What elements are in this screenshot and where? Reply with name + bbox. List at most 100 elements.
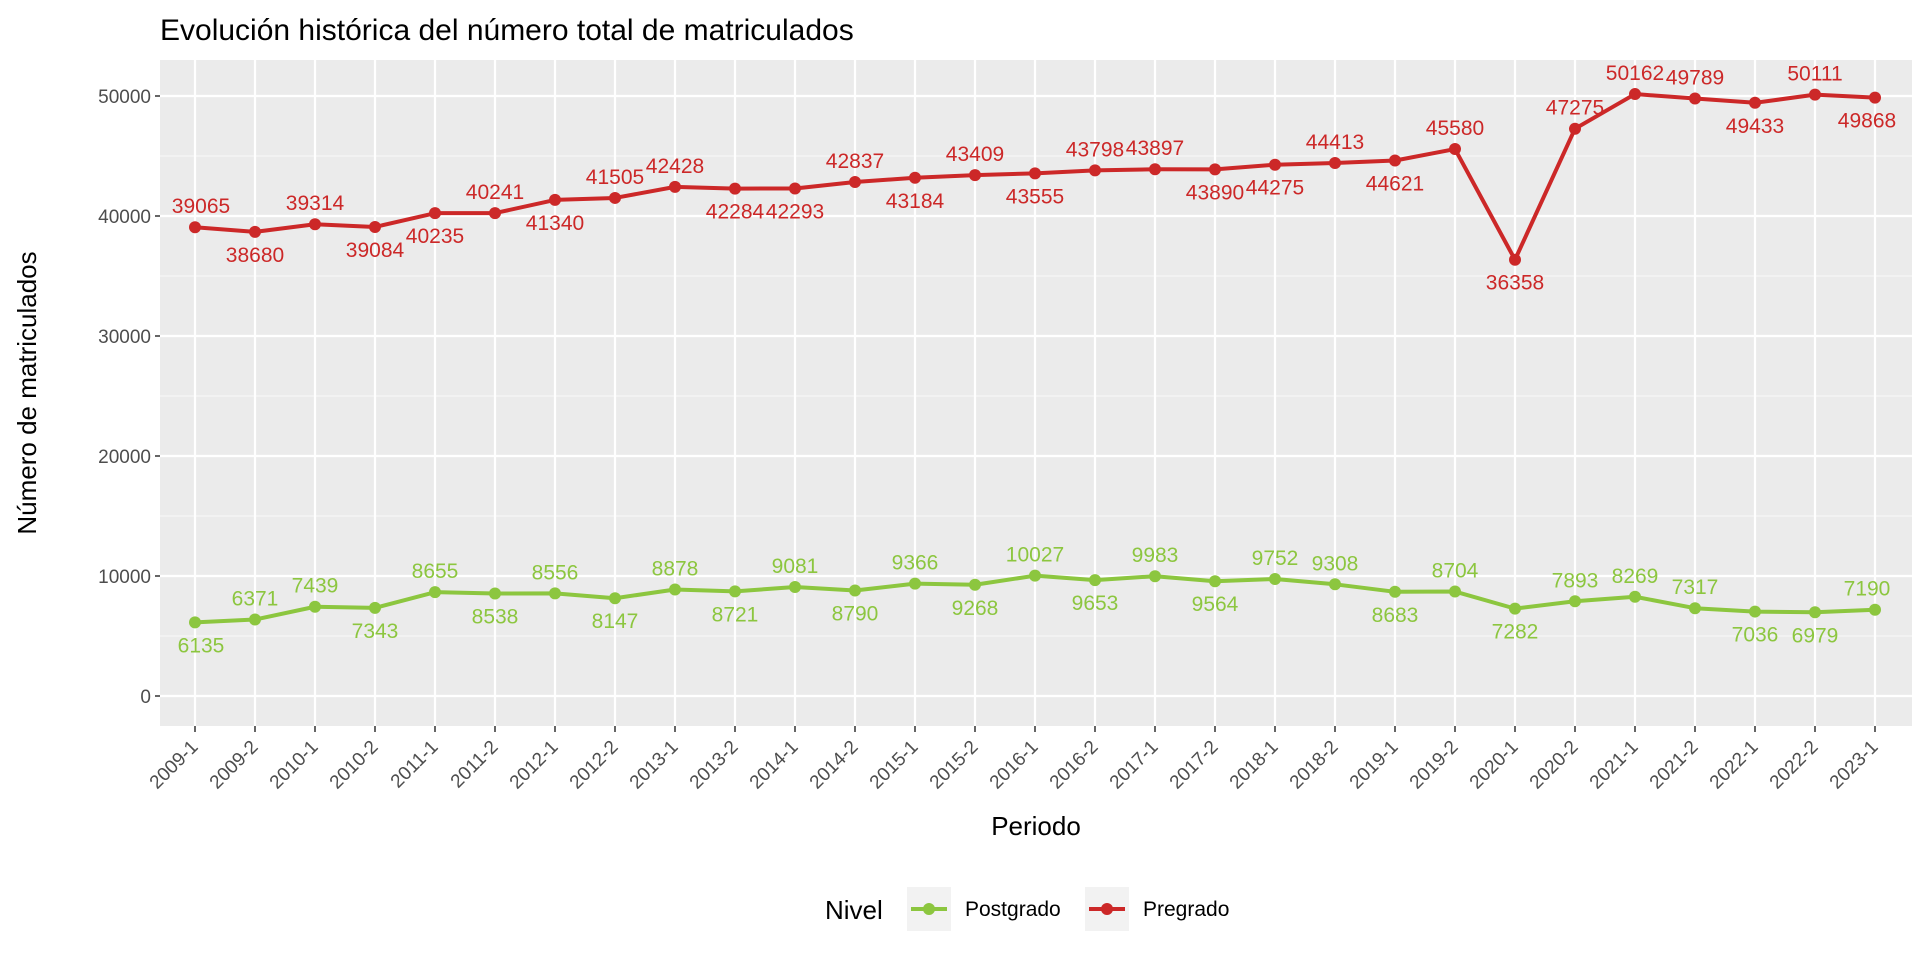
data-label-postgrado: 7439 (292, 575, 339, 598)
data-label-pregrado: 43409 (946, 143, 1004, 166)
y-tick-label: 50000 (98, 87, 151, 108)
data-label-pregrado: 36358 (1486, 272, 1544, 295)
x-tick-label: 2014-2 (806, 737, 863, 794)
data-label-pregrado: 43897 (1126, 137, 1184, 160)
data-point-postgrado (1569, 595, 1581, 608)
legend-title: Nivel (825, 895, 883, 925)
data-label-pregrado: 44413 (1306, 131, 1364, 154)
data-point-postgrado (789, 581, 801, 594)
data-point-postgrado (1809, 606, 1821, 619)
data-point-postgrado (429, 586, 441, 599)
data-label-postgrado: 9564 (1192, 593, 1239, 616)
data-label-postgrado: 8704 (1432, 560, 1479, 583)
data-point-postgrado (1029, 569, 1041, 582)
data-point-pregrado (969, 169, 981, 182)
x-tick-label: 2022-1 (1706, 737, 1763, 794)
data-point-pregrado (729, 182, 741, 195)
x-tick-label: 2013-1 (626, 737, 683, 794)
data-label-postgrado: 7036 (1732, 624, 1779, 647)
data-label-postgrado: 8683 (1372, 604, 1419, 627)
data-label-postgrado: 8556 (532, 561, 579, 584)
data-point-postgrado (1089, 574, 1101, 587)
data-label-postgrado: 8878 (652, 557, 699, 580)
x-tick-label: 2021-1 (1586, 737, 1643, 794)
data-point-pregrado (429, 207, 441, 220)
data-point-pregrado (1449, 143, 1461, 156)
data-point-postgrado (849, 584, 861, 597)
data-label-pregrado: 39065 (172, 195, 230, 218)
y-axis-title: Número de matriculados (12, 251, 42, 534)
y-tick-label: 40000 (98, 207, 151, 228)
data-point-pregrado (369, 220, 381, 233)
x-tick-label: 2010-1 (266, 737, 323, 794)
data-point-pregrado (309, 218, 321, 231)
x-axis: 2009-1 2009-2 2010-1 2010-2 2011-1 2011-2 2012… (146, 726, 1883, 793)
x-tick-label: 2011-1 (387, 737, 443, 793)
data-point-postgrado (369, 601, 381, 614)
x-tick-label: 2013-2 (686, 737, 743, 794)
data-label-postgrado: 7282 (1492, 621, 1539, 644)
data-labels: 6135 6371 7439 7343 8655 8538 8556 8147 8878 8721… (172, 62, 1896, 657)
data-label-postgrado: 8147 (592, 610, 639, 633)
data-label-postgrado: 8655 (412, 560, 459, 583)
data-point-pregrado (609, 191, 621, 204)
data-label-postgrado: 7317 (1672, 576, 1719, 599)
y-tick-label: 20000 (98, 447, 151, 468)
data-label-postgrado: 6371 (232, 588, 279, 611)
data-point-pregrado (669, 180, 681, 193)
data-label-postgrado: 7190 (1844, 578, 1891, 601)
data-label-postgrado: 6979 (1792, 624, 1839, 647)
data-label-postgrado: 9081 (772, 555, 819, 578)
data-point-postgrado (1149, 570, 1161, 583)
series-lines (189, 88, 1881, 629)
data-label-postgrado: 6135 (178, 634, 225, 657)
x-tick-label: 2021-2 (1646, 737, 1703, 794)
data-label-pregrado: 50162 (1606, 62, 1664, 85)
data-point-postgrado (189, 616, 201, 629)
data-label-postgrado: 8269 (1612, 565, 1659, 588)
data-label-postgrado: 8538 (472, 606, 519, 629)
data-label-postgrado: 7343 (352, 620, 399, 643)
data-point-postgrado (1449, 585, 1461, 598)
data-label-pregrado: 50111 (1787, 63, 1842, 86)
data-point-pregrado (1509, 253, 1521, 266)
data-point-postgrado (1269, 572, 1281, 585)
data-label-postgrado: 9752 (1252, 547, 1299, 570)
data-label-pregrado: 42428 (646, 155, 704, 178)
data-point-postgrado (969, 578, 981, 591)
y-tick-label: 10000 (98, 567, 151, 588)
data-label-postgrado: 8790 (832, 603, 879, 626)
data-label-pregrado: 43184 (886, 190, 945, 213)
data-point-pregrado (1749, 96, 1761, 109)
data-point-postgrado (549, 587, 561, 600)
data-point-postgrado (909, 577, 921, 590)
x-tick-label: 2023-1 (1826, 737, 1883, 794)
data-point-pregrado (1029, 167, 1041, 180)
grid-lines (160, 60, 1912, 726)
data-label-postgrado: 9653 (1072, 592, 1119, 615)
x-tick-label: 2018-2 (1286, 737, 1343, 794)
data-label-pregrado: 44275 (1246, 177, 1304, 200)
x-tick-label: 2018-1 (1226, 737, 1283, 794)
data-label-pregrado: 41505 (586, 166, 644, 189)
data-point-postgrado (609, 592, 621, 605)
y-axis: 0 10000 20000 30000 40000 50000 (98, 87, 160, 708)
data-point-pregrado (549, 193, 561, 206)
legend-point-postgrado (923, 903, 935, 915)
data-point-pregrado (1269, 158, 1281, 171)
data-label-pregrado: 47275 (1546, 97, 1604, 120)
data-label-pregrado: 39084 (346, 239, 405, 262)
x-tick-label: 2009-1 (146, 737, 203, 794)
data-label-pregrado: 40235 (406, 225, 464, 248)
data-label-postgrado: 9308 (1312, 552, 1359, 575)
x-tick-label: 2011-2 (447, 737, 503, 793)
data-point-postgrado (489, 587, 501, 600)
data-label-pregrado: 39314 (286, 192, 345, 215)
data-label-pregrado: 43798 (1066, 138, 1124, 161)
data-label-pregrado: 42293 (766, 200, 824, 223)
data-point-pregrado (489, 207, 501, 220)
x-tick-label: 2009-2 (206, 737, 263, 794)
x-tick-label: 2020-2 (1526, 737, 1583, 794)
x-tick-label: 2017-1 (1106, 737, 1163, 794)
